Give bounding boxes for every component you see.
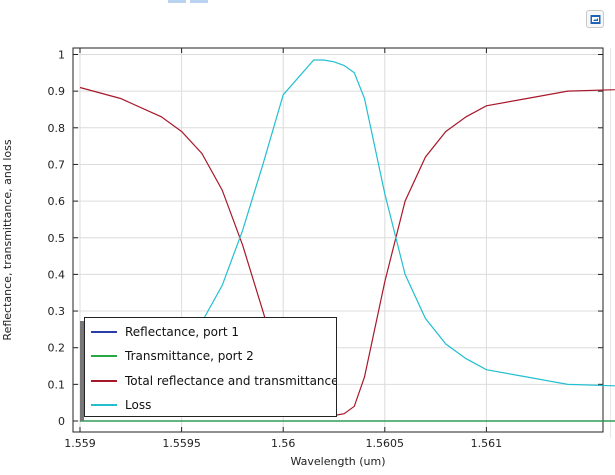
x-tick-label: 1.561: [471, 437, 503, 450]
legend-label-total: Total reflectance and transmittance: [125, 374, 337, 388]
legend-label-loss: Loss: [125, 398, 152, 412]
image-view-button[interactable]: [586, 10, 604, 28]
y-tick-label: 0.9: [48, 85, 66, 98]
y-tick-label: 0.3: [48, 305, 66, 318]
x-axis-label: Wavelength (um): [290, 455, 385, 468]
y-axis-label: Reflectance, transmittance, and loss: [1, 139, 14, 340]
y-tick-label: 1: [58, 49, 65, 62]
y-tick-label: 0: [58, 415, 65, 428]
legend-item-transmittance-port-2[interactable]: Transmittance, port 2: [91, 346, 331, 366]
legend-swatch-reflectance: [91, 331, 117, 333]
legend-swatch-loss: [91, 404, 117, 406]
y-tick-label: 0.2: [48, 342, 66, 355]
x-tick-label: 1.559: [64, 437, 96, 450]
y-tick-label: 0.7: [48, 158, 66, 171]
top-tab-2[interactable]: [190, 0, 208, 3]
image-view-icon: [590, 15, 601, 24]
legend-item-loss[interactable]: Loss: [91, 395, 331, 415]
legend-item-total[interactable]: Total reflectance and transmittance: [91, 371, 336, 391]
series-total-reflectance-transmittance: [79, 86, 615, 417]
legend-shadow: [80, 321, 84, 421]
x-tick-label: 1.5595: [162, 437, 201, 450]
x-tick-label: 1.56: [271, 437, 296, 450]
chart-legend: Reflectance, port 1 Transmittance, port …: [84, 317, 337, 417]
y-tick-label: 0.8: [48, 122, 66, 135]
y-tick-label: 0.4: [48, 268, 66, 281]
legend-swatch-transmittance: [91, 355, 117, 357]
legend-swatch-total: [91, 380, 117, 382]
legend-label-transmittance: Transmittance, port 2: [125, 349, 254, 363]
top-tab-1[interactable]: [168, 0, 186, 3]
y-tick-label: 0.6: [48, 195, 66, 208]
top-tab-strip: [168, 0, 210, 3]
legend-label-reflectance: Reflectance, port 1: [125, 325, 240, 339]
right-scrollbar[interactable]: [607, 48, 611, 438]
x-tick-label: 1.5605: [366, 437, 405, 450]
legend-item-reflectance-port-1[interactable]: Reflectance, port 1: [91, 322, 331, 342]
y-tick-label: 0.5: [48, 232, 66, 245]
y-tick-label: 0.1: [48, 378, 66, 391]
